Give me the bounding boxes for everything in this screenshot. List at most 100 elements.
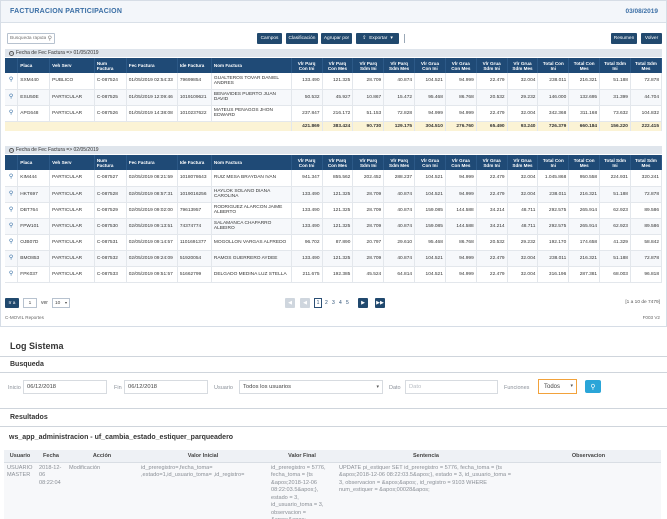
funciones-select[interactable]: Todos ▾ — [538, 379, 577, 394]
collapse-icon[interactable]: − — [9, 50, 14, 56]
usuario-select-value: Todos los usuarios — [243, 384, 292, 390]
column-header[interactable]: Ide Factura — [177, 155, 212, 170]
table-row[interactable]: ⚲ DBT764 PARTICULAR C-087529 02/05/2019 09:0… — [5, 202, 663, 219]
column-header[interactable]: Veh Serv — [49, 155, 95, 170]
table-cell: 72.878 — [630, 73, 663, 90]
table-row[interactable]: ⚲ ESU50E PARTICULAR C-087525 01/05/2019 12:0… — [5, 89, 663, 106]
page-number-input[interactable]: 1 — [23, 298, 37, 308]
column-header[interactable]: Total Con Mes — [568, 58, 601, 73]
column-header[interactable]: Vlr Grua Con Ini — [414, 58, 446, 73]
table-row[interactable]: ⚲ APG648 PARTICULAR C-087526 01/05/2019 14:3… — [5, 105, 663, 122]
usuario-select[interactable]: Todos los usuarios ▾ — [239, 380, 383, 394]
fin-date-input[interactable]: 06/12/2018 — [124, 380, 208, 394]
table-row[interactable]: ⚲ FPW101 PARTICULAR C-087530 02/05/2019 09:1… — [5, 218, 663, 235]
column-header[interactable]: Vlr Parq Sdm Ini — [352, 155, 385, 170]
column-header[interactable]: Fec Factura — [126, 58, 178, 73]
column-header[interactable]: Placa — [17, 155, 51, 170]
go-to-page-button[interactable]: Ir a — [5, 298, 19, 308]
column-header[interactable]: Vlr Grua Con Mes — [445, 155, 477, 170]
column-header[interactable]: Num Factura — [94, 58, 127, 73]
collapse-icon[interactable]: − — [9, 147, 14, 153]
table-cell: 02/05/2019 09:51:57 — [126, 266, 178, 283]
quick-search-input[interactable] — [8, 34, 46, 43]
agrupar-por-button[interactable]: Agrupar por — [321, 33, 352, 44]
magnifier-icon[interactable]: ⚲ — [5, 218, 19, 235]
table-row[interactable]: ⚲ SXM440 PUBLICO C-087524 01/05/2019 02:54:3… — [5, 73, 663, 90]
column-header[interactable]: Total Con Ini — [537, 155, 570, 170]
page-5[interactable]: 5 — [346, 300, 349, 306]
table-row[interactable]: ⚲ KIM444 PARTICULAR C-087527 02/05/2019 08:2… — [5, 170, 663, 187]
last-page-icon[interactable]: ▶▶ — [375, 298, 385, 308]
column-header[interactable]: Vlr Parq Sdm Ini — [352, 58, 385, 73]
group-header-1[interactable]: − Fecha de Fec Factura => 01/05/2019 — [5, 49, 662, 57]
total-cell: 93.240 — [507, 121, 539, 131]
first-page-icon[interactable]: ◀ — [285, 298, 295, 308]
column-header[interactable]: Vlr Grua Sdm Ini — [476, 155, 508, 170]
group-header-2[interactable]: − Fecha de Fec Factura => 02/05/2019 — [5, 146, 662, 154]
column-header[interactable]: Total Sdm Ini — [599, 155, 631, 170]
per-page-value: 10 — [55, 300, 61, 306]
column-header[interactable]: Vlr Grua Sdm Mes — [507, 58, 539, 73]
column-header[interactable]: Ide Factura — [177, 58, 212, 73]
column-header[interactable]: Vlr Parq Con Mes — [322, 58, 354, 73]
table-row[interactable]: ⚲ FPK037 PARTICULAR C-087533 02/05/2019 09:5… — [5, 266, 663, 283]
quick-search[interactable]: ⚲ — [7, 33, 55, 44]
volver-button[interactable]: Volver — [641, 33, 662, 44]
magnifier-icon[interactable]: ⚲ — [5, 73, 19, 90]
table-cell: 1.045.868 — [537, 170, 570, 187]
column-header[interactable]: Total Sdm Mes — [630, 155, 663, 170]
search-icon[interactable]: ⚲ — [47, 36, 52, 42]
prev-page-icon[interactable]: ◀ — [300, 298, 310, 308]
column-header[interactable]: Total Sdm Ini — [599, 58, 631, 73]
totals-spacer — [5, 121, 292, 131]
table-cell: 292.575 — [537, 218, 570, 235]
table-cell: DBT764 — [17, 202, 51, 219]
column-header[interactable]: Nom Factura — [211, 58, 292, 73]
table-row[interactable]: ⚲ OJB07D PARTICULAR C-087531 02/05/2019 09:1… — [5, 234, 663, 251]
dato-input[interactable]: Dato — [405, 380, 498, 394]
magnifier-icon[interactable]: ⚲ — [5, 250, 19, 267]
table-row[interactable]: ⚲ HKT697 PARTICULAR C-087528 02/05/2019 08:5… — [5, 186, 663, 203]
column-header[interactable]: Vlr Parq Con Mes — [322, 155, 354, 170]
magnifier-icon[interactable]: ⚲ — [5, 170, 19, 187]
per-page-select[interactable]: 10 ▾ — [52, 298, 70, 308]
magnifier-icon[interactable]: ⚲ — [5, 234, 19, 251]
campos-button[interactable]: Campos — [257, 33, 282, 44]
search-button[interactable]: ⚲ — [585, 380, 601, 393]
clasificacion-button[interactable]: Clasificación — [286, 33, 318, 44]
table-cell: 28.709 — [352, 186, 385, 203]
page-2[interactable]: 2 — [325, 300, 328, 306]
column-header[interactable]: Fec Factura — [126, 155, 178, 170]
column-header[interactable]: Total Con Ini — [537, 58, 570, 73]
magnifier-icon[interactable]: ⚲ — [5, 89, 19, 106]
table-row[interactable]: ⚲ BMO853 PARTICULAR C-087532 02/05/2019 09:2… — [5, 250, 663, 267]
resumen-button[interactable]: Resumen — [611, 33, 637, 44]
magnifier-icon[interactable]: ⚲ — [5, 186, 19, 203]
log-row: USUARIO MASTER 2018-12-06 08:22:04 Modif… — [4, 462, 661, 519]
page-3[interactable]: 3 — [332, 300, 335, 306]
magnifier-icon[interactable]: ⚲ — [5, 105, 19, 122]
column-header[interactable]: Vlr Grua Con Mes — [445, 58, 477, 73]
column-header[interactable]: Vlr Grua Sdm Ini — [476, 58, 508, 73]
column-header[interactable]: Vlr Parq Con Ini — [291, 58, 323, 73]
next-page-icon[interactable]: ▶ — [358, 298, 368, 308]
exportar-button[interactable]: ⇪ Exportar ▾ — [356, 33, 399, 44]
column-header[interactable]: Vlr Parq Sdm Mes — [383, 155, 416, 170]
inicio-date-input[interactable]: 06/12/2018 — [23, 380, 107, 394]
table-cell: 950.558 — [568, 170, 601, 187]
magnifier-icon[interactable]: ⚲ — [5, 202, 19, 219]
column-header[interactable]: Nom Factura — [211, 155, 292, 170]
column-header[interactable]: Vlr Grua Con Ini — [414, 155, 446, 170]
table-cell: PARTICULAR — [49, 202, 95, 219]
page-4[interactable]: 4 — [339, 300, 342, 306]
column-header[interactable]: Total Sdm Mes — [630, 58, 663, 73]
page-1[interactable]: 1 — [314, 298, 322, 308]
column-header[interactable]: Total Con Mes — [568, 155, 601, 170]
column-header[interactable]: Num Factura — [94, 155, 127, 170]
magnifier-icon[interactable]: ⚲ — [5, 266, 19, 283]
column-header[interactable]: Veh Serv — [49, 58, 95, 73]
column-header[interactable]: Vlr Grua Sdm Mes — [507, 155, 539, 170]
column-header[interactable]: Vlr Parq Con Ini — [291, 155, 323, 170]
column-header[interactable]: Vlr Parq Sdm Mes — [383, 58, 416, 73]
column-header[interactable]: Placa — [17, 58, 51, 73]
